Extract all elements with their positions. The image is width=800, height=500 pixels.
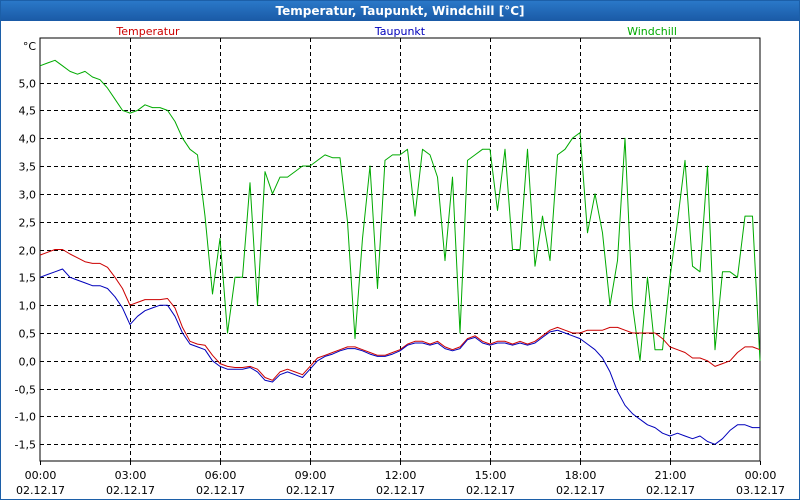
legend-entry-taupunkt: Taupunkt (374, 25, 426, 38)
y-tick-label: 5,0 (19, 78, 37, 91)
y-tick-label: 3,5 (19, 161, 37, 174)
series-line-taupunkt (39, 268, 760, 445)
x-tick-date-label: 03.12.17 (736, 484, 785, 497)
y-tick-label: -1,0 (15, 411, 36, 424)
axis-labels: 5,0 4,5 4,0 3,5 3,0 2,5 2,0 1,5 1,0 0,5 0,0 -0,5 -1,… (15, 40, 785, 497)
x-tick-date-label: 02.12.17 (106, 484, 155, 497)
y-tick-label: 1,0 (19, 300, 37, 313)
x-tick-time-label: 03:00 (115, 469, 147, 482)
legend: Temperatur Taupunkt Windchill (115, 25, 677, 38)
x-tick-date-label: 02.12.17 (646, 484, 695, 497)
y-tick-label: 4,0 (19, 133, 37, 146)
x-tick-time-label: 09:00 (295, 469, 327, 482)
grid-lines (40, 38, 761, 465)
series-line-temperatur (39, 249, 761, 381)
x-tick-time-label: 12:00 (385, 469, 417, 482)
x-tick-time-label: 06:00 (205, 469, 237, 482)
window-title: Temperatur, Taupunkt, Windchill [°C] (1, 1, 799, 21)
series-layer (39, 59, 761, 445)
x-tick-time-label: 18:00 (565, 469, 597, 482)
y-tick-label: 3,0 (19, 189, 37, 202)
y-tick-label: 1,5 (19, 272, 37, 285)
y-tick-label: 0,0 (19, 356, 37, 369)
legend-entry-temperatur: Temperatur (115, 25, 180, 38)
y-axis-label: °C (23, 40, 37, 53)
y-tick-label: 0,5 (19, 328, 37, 341)
y-tick-label: 4,5 (19, 105, 37, 118)
series-line-windchill (39, 59, 761, 362)
y-tick-label: 2,0 (19, 245, 37, 258)
y-tick-label: -0,5 (15, 384, 36, 397)
y-tick-label: 2,5 (19, 217, 37, 230)
x-tick-time-label: 00:00 (745, 469, 777, 482)
x-tick-time-label: 00:00 (25, 469, 57, 482)
x-tick-date-label: 02.12.17 (196, 484, 245, 497)
x-tick-time-label: 15:00 (475, 469, 507, 482)
x-tick-date-label: 02.12.17 (466, 484, 515, 497)
x-tick-date-label: 02.12.17 (376, 484, 425, 497)
x-tick-date-label: 02.12.17 (286, 484, 335, 497)
x-tick-date-label: 02.12.17 (556, 484, 605, 497)
y-tick-label: -1,5 (15, 439, 36, 452)
legend-entry-windchill: Windchill (627, 25, 677, 38)
x-tick-time-label: 21:00 (655, 469, 687, 482)
plot-border (39, 37, 761, 462)
x-tick-date-label: 02.12.17 (16, 484, 65, 497)
